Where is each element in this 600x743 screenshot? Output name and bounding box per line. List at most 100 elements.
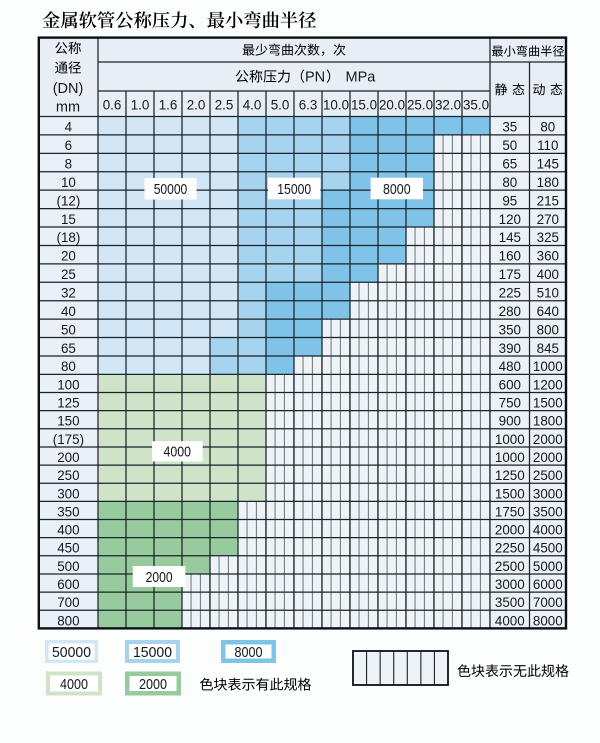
svg-text:2000: 2000 <box>533 450 563 465</box>
svg-text:(DN): (DN) <box>53 81 84 97</box>
svg-text:15: 15 <box>61 212 76 227</box>
svg-text:80: 80 <box>502 175 517 190</box>
svg-text:65: 65 <box>502 157 517 172</box>
svg-text:280: 280 <box>499 304 521 319</box>
svg-text:450: 450 <box>57 541 79 556</box>
svg-text:1000: 1000 <box>533 359 563 374</box>
svg-text:8: 8 <box>65 157 72 172</box>
svg-text:125: 125 <box>57 396 79 411</box>
svg-text:8000: 8000 <box>235 644 263 661</box>
svg-text:4500: 4500 <box>533 541 563 556</box>
svg-text:2000: 2000 <box>139 676 167 693</box>
svg-text:10: 10 <box>61 175 76 190</box>
svg-text:400: 400 <box>57 523 79 538</box>
svg-text:1500: 1500 <box>495 486 525 501</box>
svg-text:2.5: 2.5 <box>215 97 234 112</box>
svg-text:175: 175 <box>499 267 521 282</box>
svg-text:15000: 15000 <box>277 182 311 198</box>
svg-text:1000: 1000 <box>495 432 525 447</box>
svg-text:32.0: 32.0 <box>435 97 461 112</box>
svg-text:25: 25 <box>61 267 76 282</box>
svg-text:145: 145 <box>537 157 559 172</box>
svg-text:2500: 2500 <box>533 468 563 483</box>
svg-text:1000: 1000 <box>495 450 525 465</box>
svg-text:200: 200 <box>57 450 79 465</box>
svg-text:360: 360 <box>537 249 559 264</box>
svg-text:2000: 2000 <box>146 570 173 586</box>
svg-text:110: 110 <box>537 138 558 153</box>
svg-text:600: 600 <box>499 378 521 393</box>
svg-text:4000: 4000 <box>533 523 563 538</box>
svg-text:65: 65 <box>61 341 76 356</box>
svg-text:15000: 15000 <box>133 644 172 661</box>
svg-text:95: 95 <box>502 193 517 208</box>
svg-text:15.0: 15.0 <box>351 97 377 112</box>
svg-text:120: 120 <box>499 212 521 227</box>
svg-text:350: 350 <box>499 322 521 337</box>
svg-text:10.0: 10.0 <box>323 97 349 112</box>
svg-text:MPa: MPa <box>346 70 377 86</box>
svg-text:1250: 1250 <box>495 468 525 483</box>
svg-text:0.6: 0.6 <box>103 97 122 112</box>
svg-text:3500: 3500 <box>495 595 525 610</box>
svg-text:2.0: 2.0 <box>187 97 206 112</box>
svg-text:4.0: 4.0 <box>243 97 262 112</box>
svg-text:640: 640 <box>537 304 559 319</box>
svg-text:350: 350 <box>57 505 79 520</box>
svg-text:50: 50 <box>502 138 517 153</box>
svg-text:1500: 1500 <box>533 396 563 411</box>
svg-text:5000: 5000 <box>533 559 563 574</box>
svg-text:900: 900 <box>499 414 521 429</box>
svg-text:mm: mm <box>56 100 80 116</box>
svg-text:1200: 1200 <box>533 378 563 393</box>
svg-text:35: 35 <box>502 120 517 135</box>
svg-text:2500: 2500 <box>495 559 525 574</box>
svg-text:3000: 3000 <box>495 577 525 592</box>
svg-text:1750: 1750 <box>495 505 525 520</box>
svg-text:4: 4 <box>65 120 73 135</box>
svg-text:20.0: 20.0 <box>379 97 405 112</box>
svg-text:250: 250 <box>57 468 79 483</box>
svg-text:3000: 3000 <box>533 486 563 501</box>
svg-text:600: 600 <box>57 577 79 592</box>
svg-text:80: 80 <box>540 120 555 135</box>
svg-text:800: 800 <box>57 613 79 628</box>
svg-text:225: 225 <box>499 286 521 301</box>
svg-text:40: 40 <box>61 304 76 319</box>
svg-text:325: 325 <box>537 230 559 245</box>
svg-text:390: 390 <box>499 341 521 356</box>
svg-text:510: 510 <box>537 286 559 301</box>
svg-text:3500: 3500 <box>533 505 563 520</box>
svg-text:160: 160 <box>499 249 521 264</box>
svg-text:800: 800 <box>537 322 559 337</box>
svg-text:5.0: 5.0 <box>271 97 290 112</box>
svg-text:PN: PN <box>305 70 325 86</box>
svg-text:6.3: 6.3 <box>299 97 318 112</box>
svg-text:145: 145 <box>499 230 521 245</box>
svg-text:215: 215 <box>537 193 559 208</box>
svg-text:2000: 2000 <box>495 523 525 538</box>
svg-text:100: 100 <box>57 378 79 393</box>
svg-text:8000: 8000 <box>383 182 411 198</box>
svg-text:400: 400 <box>537 267 559 282</box>
svg-text:180: 180 <box>537 175 559 190</box>
svg-text:50000: 50000 <box>52 644 91 661</box>
svg-text:32: 32 <box>61 286 76 301</box>
svg-text:25.0: 25.0 <box>407 97 433 112</box>
svg-text:150: 150 <box>57 414 79 429</box>
svg-text:845: 845 <box>537 341 559 356</box>
svg-text:270: 270 <box>537 212 559 227</box>
svg-text:6: 6 <box>65 138 72 153</box>
svg-text:35.0: 35.0 <box>463 97 489 112</box>
svg-text:6000: 6000 <box>533 577 563 592</box>
svg-text:300: 300 <box>57 486 79 501</box>
svg-text:(12): (12) <box>56 193 80 208</box>
svg-text:2250: 2250 <box>495 541 525 556</box>
svg-text:4000: 4000 <box>164 445 192 461</box>
svg-text:50000: 50000 <box>154 182 188 198</box>
svg-text:2000: 2000 <box>533 432 563 447</box>
svg-text:7000: 7000 <box>533 595 563 610</box>
svg-text:80: 80 <box>61 359 76 374</box>
svg-text:1.6: 1.6 <box>159 97 178 112</box>
svg-text:1800: 1800 <box>533 414 563 429</box>
